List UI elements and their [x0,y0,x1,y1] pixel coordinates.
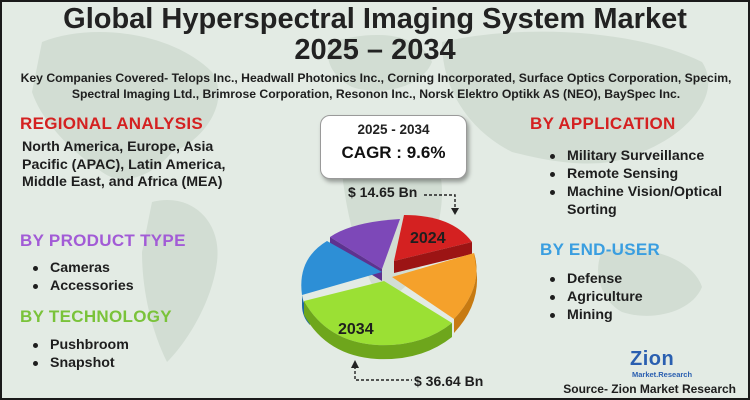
list-item: Snapshot [28,354,129,372]
pie-chart: 2024 2034 [301,215,478,360]
pie-label-2024: 2024 [410,230,446,247]
title-line-2: 2025 – 2034 [294,34,456,66]
key-companies-text: Key Companies Covered- Telops Inc., Head… [20,71,732,101]
list-item: Mining [545,306,643,324]
pie-slice-green [304,281,452,346]
zion-logo: Zion Market.Research [630,348,693,382]
source-text: Source- Zion Market Research [563,382,736,396]
technology-heading: BY TECHNOLOGY [20,307,172,326]
pie-slice-red [394,215,472,261]
market-value-2034: $ 36.64 Bn [414,373,484,389]
list-item: Cameras [28,259,134,277]
end-user-heading: BY END-USER [540,240,661,259]
cagr-box: 2025 - 2034 CAGR : 9.6% [320,115,467,179]
product-type-list: Cameras Accessories [28,259,134,295]
list-item: Accessories [28,277,134,295]
logo-main-text: Zion [630,348,675,370]
logo-sub-text: Market.Research [632,370,693,379]
cagr-value: CAGR : 9.6% [341,143,446,162]
list-item: Agriculture [545,288,643,306]
market-value-2024: $ 14.65 Bn [348,184,418,200]
arrow-2024-icon [424,194,459,215]
application-heading: BY APPLICATION [530,114,676,133]
list-item: Machine Vision/Optical Sorting [545,183,745,219]
pie-slice-blue [301,241,382,295]
list-item: Defense [545,270,643,288]
technology-list: Pushbroom Snapshot [28,336,129,372]
list-item: Military Surveillance [545,147,745,165]
list-item: Remote Sensing [545,165,745,183]
regional-analysis-text: North America, Europe, Asia Pacific (APA… [22,139,226,190]
end-user-list: Defense Agriculture Mining [545,270,643,324]
regional-analysis-heading: REGIONAL ANALYSIS [20,114,204,133]
cagr-range: 2025 - 2034 [357,122,430,137]
pie-slice-purple [330,219,400,269]
title-line-1: Global Hyperspectral Imaging System Mark… [63,3,687,35]
product-type-heading: BY PRODUCT TYPE [20,231,186,250]
pie-slice-orange [392,253,477,319]
application-list: Military Surveillance Remote Sensing Mac… [545,147,745,219]
page-title: Global Hyperspectral Imaging System Mark… [2,4,748,66]
list-item: Pushbroom [28,336,129,354]
arrow-2034-icon [351,360,412,381]
pie-label-2034: 2034 [338,321,374,338]
